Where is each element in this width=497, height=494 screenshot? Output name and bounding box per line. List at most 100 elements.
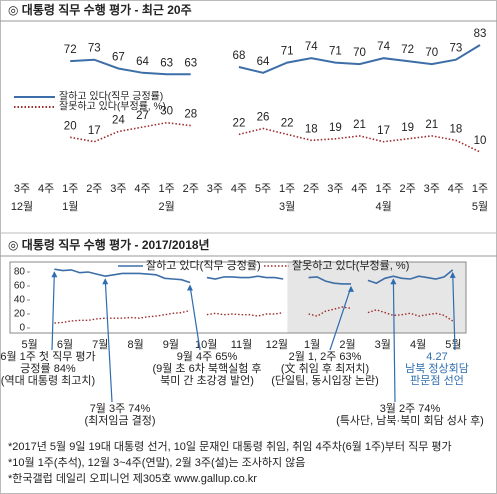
data-label: 18 [305,123,318,135]
data-label: 64 [257,56,270,68]
x-tick-label: 4주 [38,183,54,195]
x-tick-label: 3주 [207,183,223,195]
x-tick-label: 2주 [86,183,102,195]
data-label: 20 [64,120,77,132]
data-label: 70 [425,47,438,59]
arrow-head [51,271,58,278]
data-label: 26 [257,112,270,124]
legend-label: 잘못하고 있다(부정률, %) [292,258,409,272]
annotation-text: (9월 초 6차 북핵실험 후 [152,362,261,375]
x-tick-label: 1월 [304,338,320,351]
annotation-arrow [104,279,113,403]
arrow-head [102,278,109,285]
data-label: 64 [136,56,149,68]
data-label: 83 [474,28,487,40]
x-tick-label: 1주 [472,183,488,195]
x-tick-label: 3월 [375,338,391,351]
x-tick-label: 5주 [255,183,271,195]
x-tick-label: 5월 [22,338,38,351]
annotation-arrow [51,272,55,351]
data-label: 30 [160,106,173,118]
x-group-label: 1월 [62,200,78,213]
x-tick-label: 3주 [14,183,30,195]
footnote: *2017년 5월 9일 19대 대통령 선거, 10일 문재인 대통령 취임,… [8,439,452,453]
x-tick-label: 7월 [92,338,108,351]
x-tick-label: 9월 [163,338,179,351]
annotation-text: 남북 정상회담 [405,362,469,375]
x-tick-label: 3주 [110,183,126,195]
annotation-text: 2월 1, 2주 63% [289,350,362,363]
data-label: 19 [401,122,414,134]
annotation-arrow [329,286,352,351]
x-tick-label: 4주 [448,183,464,195]
x-group-label: 5월 [472,200,488,213]
data-label: 19 [329,122,342,134]
legend-label: 잘하고 있다(직무 긍정률) [59,90,163,103]
x-tick-label: 4주 [351,183,367,195]
footnote: *한국갤럽 데일리 오피니언 제305호 www.gallup.co.kr [8,471,257,485]
chart-title: ◎ 대통령 직무 수행 평가 - 최근 20주 [8,2,192,17]
annotation-text: (文 취임 후 최저치) [281,361,369,375]
series-line [70,121,481,153]
legend-label: 잘하고 있다(직무 긍정률) [146,258,261,272]
annotation-text: 9월 4주 65% [177,350,238,363]
data-label: 72 [401,44,414,56]
plot-frame [9,261,467,334]
x-tick-label: 12월 [266,338,288,351]
x-group-label: 12월 [11,200,33,213]
footnote: *10월 1주(추석), 12월 3~4주(연말), 2월 3주(설)는 조사하… [8,455,305,469]
data-label: 68 [233,50,246,62]
x-tick-label: 1주 [375,183,391,195]
data-label: 71 [329,46,342,58]
annotation-text: 7월 3주 74% [90,402,151,415]
x-group-label: 4월 [375,200,391,213]
annotation-text: (특사단, 남북·북미 회담 성사 후) [336,414,484,427]
x-tick-label: 3주 [424,183,440,195]
arrow-head [348,285,354,292]
highlight-region [287,262,466,333]
series-line [54,268,454,285]
data-label: 28 [184,109,197,121]
data-label: 21 [353,119,366,131]
annotation-text: 4.27 [426,351,447,363]
y-tick-label: 60 [14,281,26,292]
x-tick-label: 4월 [410,338,426,351]
data-label: 67 [112,51,125,63]
data-label: 17 [377,125,390,137]
annotation-text: (단일팀, 동시입장 논란) [271,373,379,387]
annotation-text: 3월 2주 74% [380,402,441,415]
x-tick-label: 8월 [127,338,143,351]
annotation-text: 6월 1주 첫 직무 평가 [0,350,95,363]
annotation-arrow [392,279,396,403]
x-tick-label: 4주 [231,183,247,195]
x-tick-label: 11월 [231,338,253,351]
x-tick-label: 2주 [183,183,199,195]
x-tick-label: 6월 [57,338,73,351]
chart-title: ◎ 대통령 직무 수행 평가 - 2017/2018년 [8,237,210,252]
data-label: 63 [160,57,173,69]
y-tick-label: 20 [14,309,26,320]
x-tick-label: 1주 [159,183,175,195]
x-group-label: 3월 [279,200,295,213]
data-label: 63 [184,57,197,69]
data-label: 17 [88,125,101,137]
data-label: 70 [353,47,366,59]
data-label: 73 [449,43,462,55]
arrow-head [449,271,456,278]
arrow-head [390,278,397,285]
data-label: 22 [281,117,294,129]
series-line [70,44,481,76]
x-tick-label: 4주 [134,183,150,195]
x-tick-label: 2주 [303,183,319,195]
x-group-label: 2월 [159,200,175,213]
x-tick-label: 10월 [195,338,217,351]
x-tick-label: 1주 [62,183,78,195]
data-label: 22 [233,117,246,129]
arrow-head [186,284,193,291]
y-tick-label: 0 [19,323,25,334]
data-label: 10 [474,135,487,147]
data-label: 74 [305,41,318,53]
data-label: 24 [112,115,125,127]
x-tick-label: 1주 [279,183,295,195]
